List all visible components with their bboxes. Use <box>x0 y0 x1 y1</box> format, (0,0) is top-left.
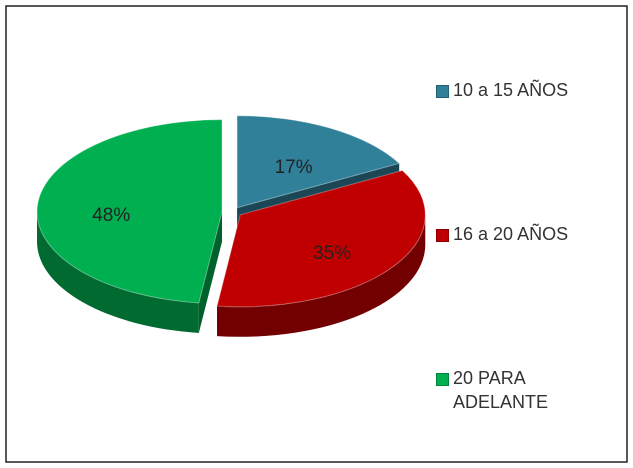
slice <box>36 119 223 304</box>
slice <box>216 169 426 308</box>
legend-label: 16 a 20 AÑOS <box>453 224 569 244</box>
legend-swatch <box>436 229 449 242</box>
slice-side <box>217 214 426 337</box>
data-label: 35% <box>313 243 351 264</box>
slice-wall <box>198 211 223 333</box>
legend-swatch <box>436 373 449 386</box>
slice <box>236 115 401 209</box>
data-label: 48% <box>92 205 130 226</box>
legend-item: 16 a 20 AÑOS <box>436 222 586 246</box>
legend-item: 10 a 15 AÑOS <box>436 78 586 102</box>
legend-item: 20 PARA ADELANTE <box>436 366 586 414</box>
legend-label: 20 PARA ADELANTE <box>453 368 549 412</box>
legend-swatch <box>436 85 449 98</box>
slice-side <box>37 211 199 333</box>
legend-label: 10 a 15 AÑOS <box>453 80 569 100</box>
data-label: 17% <box>275 157 313 178</box>
